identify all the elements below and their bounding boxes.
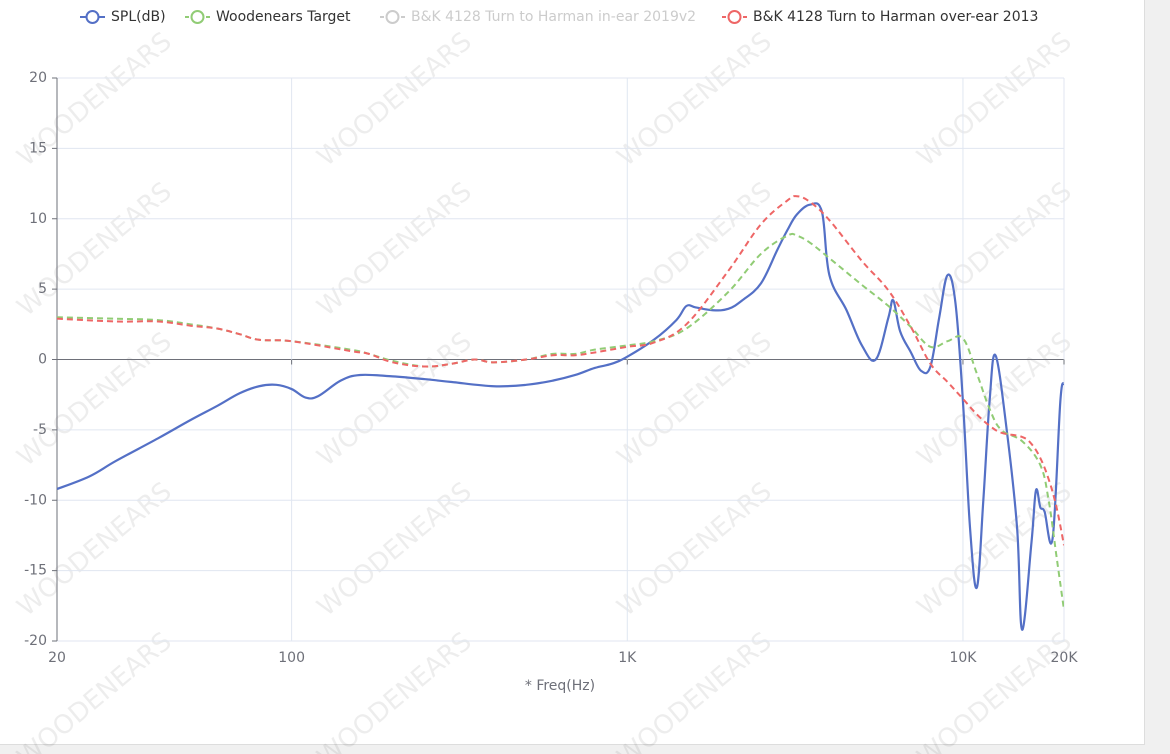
legend-label[interactable]: SPL(dB) bbox=[111, 9, 166, 25]
watermark: WOODENEARS bbox=[612, 477, 778, 623]
x-tick-label: 20K bbox=[1051, 650, 1079, 666]
watermark-layer: WOODENEARSWOODENEARSWOODENEARSWOODENEARS… bbox=[12, 27, 1078, 754]
watermark: WOODENEARS bbox=[312, 27, 478, 173]
chart-panel bbox=[0, 0, 1145, 745]
legend-swatch-marker bbox=[85, 10, 100, 24]
watermark: WOODENEARS bbox=[312, 477, 478, 623]
watermark: WOODENEARS bbox=[912, 177, 1078, 323]
x-tick-label: 1K bbox=[618, 650, 637, 666]
watermark: WOODENEARS bbox=[612, 27, 778, 173]
x-tick-label: 20 bbox=[48, 650, 66, 666]
series-line bbox=[57, 202, 1064, 631]
legend-label[interactable]: Woodenears Target bbox=[216, 9, 351, 25]
y-tick-label: -15 bbox=[24, 563, 47, 579]
watermark: WOODENEARS bbox=[312, 627, 478, 754]
y-tick-label: 10 bbox=[29, 211, 47, 227]
y-tick-label: 0 bbox=[38, 352, 47, 368]
legend-swatch-marker bbox=[727, 10, 742, 24]
x-axis-label: * Freq(Hz) bbox=[525, 678, 595, 694]
y-tick-label: 5 bbox=[38, 281, 47, 297]
watermark: WOODENEARS bbox=[912, 477, 1078, 623]
legend-label[interactable]: B&K 4128 Turn to Harman over-ear 2013 bbox=[753, 9, 1038, 25]
watermark: WOODENEARS bbox=[912, 27, 1078, 173]
watermark: WOODENEARS bbox=[12, 177, 178, 323]
legend-swatch-marker bbox=[190, 10, 205, 24]
watermark: WOODENEARS bbox=[612, 627, 778, 754]
y-tick-label: -5 bbox=[33, 422, 47, 438]
legend-swatch-marker bbox=[385, 10, 400, 24]
watermark: WOODENEARS bbox=[912, 327, 1078, 473]
y-tick-label: -20 bbox=[24, 633, 47, 649]
series-line bbox=[57, 232, 1064, 611]
watermark: WOODENEARS bbox=[612, 327, 778, 473]
y-tick-label: -10 bbox=[24, 492, 47, 508]
watermark: WOODENEARS bbox=[312, 177, 478, 323]
series-line bbox=[57, 195, 1064, 546]
y-tick-label: 20 bbox=[29, 70, 47, 86]
x-tick-label: 10K bbox=[949, 650, 977, 666]
watermark: WOODENEARS bbox=[612, 177, 778, 323]
watermark: WOODENEARS bbox=[12, 327, 178, 473]
y-tick-label: 15 bbox=[29, 140, 47, 156]
x-tick-label: 100 bbox=[278, 650, 305, 666]
legend-label[interactable]: B&K 4128 Turn to Harman in-ear 2019v2 bbox=[411, 9, 696, 25]
watermark: WOODENEARS bbox=[912, 627, 1078, 754]
